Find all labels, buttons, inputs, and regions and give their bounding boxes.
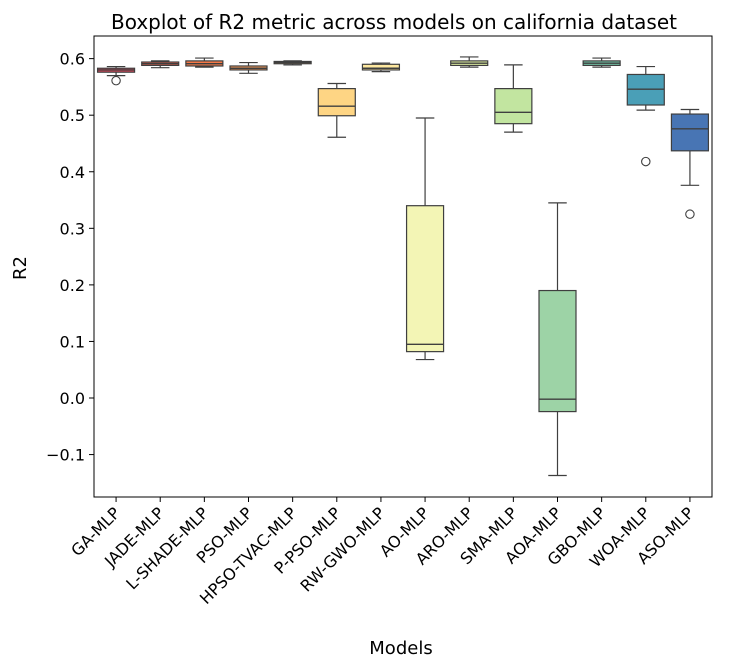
y-axis-label: R2 xyxy=(10,256,31,280)
box xyxy=(405,205,445,353)
y-tick-label: 0.2 xyxy=(60,276,85,295)
plot-frame xyxy=(93,35,713,498)
plot-area: −0.10.00.10.20.30.40.50.6GA-MLPJADE-MLPL… xyxy=(46,35,713,608)
y-tick-label: −0.1 xyxy=(46,446,85,465)
box xyxy=(361,63,401,71)
y-tick-label: 0.3 xyxy=(60,219,85,238)
y-tick-label: 0.0 xyxy=(60,389,85,408)
y-tick-label: 0.5 xyxy=(60,106,85,125)
box xyxy=(494,88,533,125)
y-tick-label: 0.4 xyxy=(60,163,85,182)
box xyxy=(670,113,710,152)
box xyxy=(317,88,356,117)
y-tick-label: 0.1 xyxy=(60,332,85,351)
outlier-point xyxy=(685,209,695,219)
box xyxy=(538,289,577,413)
outlier-point xyxy=(641,156,651,167)
chart-title: Boxplot of R2 metric across models on ca… xyxy=(111,10,677,34)
x-axis-label: Models xyxy=(369,638,432,659)
y-tick-label: 0.6 xyxy=(60,50,85,69)
outlier-point xyxy=(111,75,121,86)
